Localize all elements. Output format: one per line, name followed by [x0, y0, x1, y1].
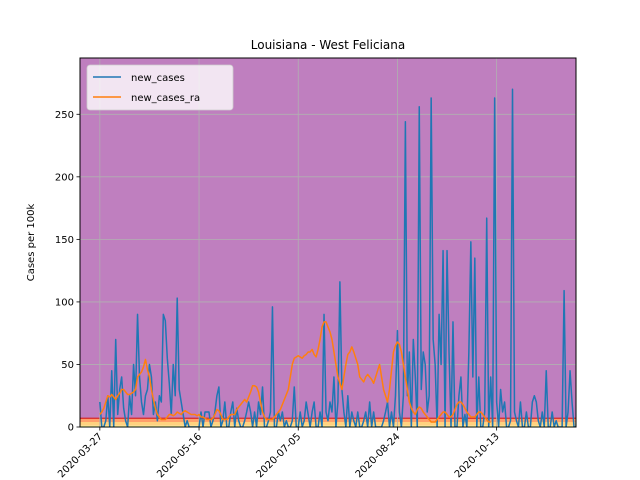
series [99, 88, 576, 427]
legend-label: new_cases_ra [131, 93, 200, 104]
y-tick-label: 50 [61, 360, 74, 371]
y-axis-label: Cases per 100k [26, 204, 37, 282]
x-tick-label: 2020-10-13 [453, 431, 502, 480]
y-tick-label: 250 [55, 110, 74, 121]
x-tick-label: 2020-07-05 [254, 431, 303, 480]
y-axis-ticks: 0 50 100 150 200 250 [55, 110, 80, 434]
background-band [80, 421, 576, 426]
y-tick-label: 150 [55, 235, 74, 246]
series-line-new-cases [99, 88, 576, 427]
background-band [80, 425, 576, 427]
x-tick-label: 2020-05-16 [155, 431, 204, 480]
legend-box [86, 64, 234, 111]
x-tick-label: 2020-03-27 [56, 431, 105, 480]
x-tick-label: 2020-08-24 [354, 431, 403, 480]
plot-frame [79, 57, 577, 428]
y-tick-label: 200 [55, 172, 74, 183]
legend: new_cases new_cases_ra [86, 64, 234, 111]
chart-title: Louisiana - West Feliciana [251, 38, 405, 52]
legend-label: new_cases [131, 73, 185, 84]
threshold-bands [80, 58, 576, 427]
y-tick-label: 100 [55, 297, 74, 308]
y-tick-label: 0 [68, 423, 74, 434]
series-line-new-cases-ra [99, 321, 491, 423]
x-axis-ticks: 2020-03-27 2020-05-16 2020-07-05 2020-08-24… [56, 427, 502, 480]
